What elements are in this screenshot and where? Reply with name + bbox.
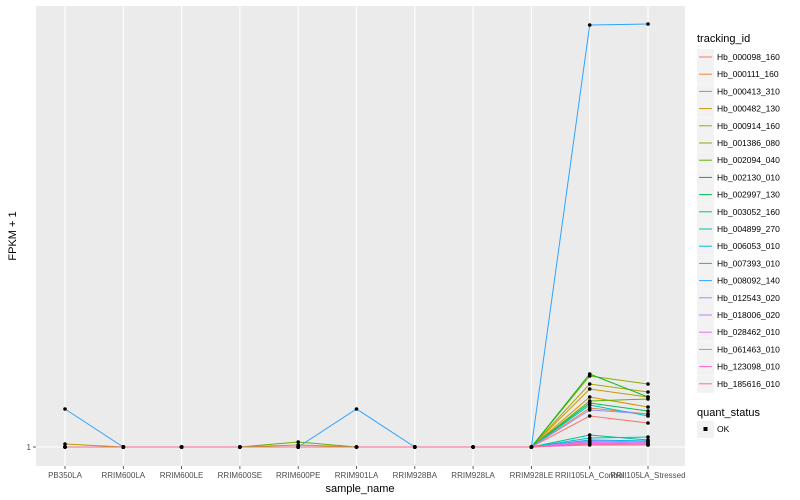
x-tick-label: RRIM600LA — [102, 471, 146, 480]
legend-item-label: Hb_000413_310 — [717, 86, 780, 96]
data-point — [587, 403, 592, 407]
data-point — [354, 445, 359, 449]
status-legend-items: OK — [697, 421, 730, 438]
x-tick-label: RRIM928BA — [393, 471, 438, 480]
legend-items: Hb_000098_160 Hb_000111_160 Hb_000413_310 H… — [697, 49, 780, 393]
data-point — [587, 408, 592, 412]
x-tick-label: RRIM600LE — [160, 471, 204, 480]
legend-item-label: Hb_002094_040 — [717, 155, 780, 165]
x-tick-label: RRIM928LE — [510, 471, 554, 480]
data-point — [646, 409, 650, 413]
legend-item-label: Hb_061463_010 — [717, 344, 780, 354]
status-legend-marker — [703, 427, 708, 431]
data-point — [529, 445, 534, 449]
data-point — [63, 407, 67, 411]
data-point — [646, 22, 650, 26]
legend-item-label: Hb_000482_130 — [717, 104, 780, 114]
x-tick-label: PB350LA — [48, 471, 82, 480]
legend-item-label: Hb_002130_010 — [717, 172, 780, 182]
data-point — [587, 23, 592, 27]
status-legend-label: OK — [717, 424, 730, 434]
y-axis-title: FPKM + 1 — [7, 211, 19, 260]
data-point — [179, 445, 184, 449]
data-point — [296, 440, 301, 444]
legend-item-label: Hb_000914_160 — [717, 121, 780, 131]
legend-item-label: Hb_123098_010 — [717, 362, 780, 372]
legend-title: tracking_id — [697, 33, 750, 45]
data-point — [413, 445, 417, 449]
data-point — [646, 435, 650, 439]
y-axis-ticks: 1 — [27, 443, 36, 452]
legend-item-label: Hb_004899_270 — [717, 224, 780, 234]
data-point — [471, 445, 475, 449]
x-tick-label: RRIM600PE — [276, 471, 320, 480]
data-point — [587, 372, 592, 376]
legend-item-label: Hb_028462_010 — [717, 327, 780, 337]
data-point — [63, 445, 67, 449]
legend-item-label: Hb_007393_010 — [717, 258, 780, 268]
data-point — [646, 421, 650, 425]
x-tick-label: RRIM600SE — [218, 471, 262, 480]
data-point — [646, 395, 650, 399]
x-axis-ticks: PB350LA RRIM600LA RRIM600LE RRIM600SE RRIM60… — [48, 466, 686, 480]
data-point — [646, 390, 650, 394]
data-point — [646, 382, 650, 386]
x-axis-title: sample_name — [325, 483, 394, 495]
legend-item-label: Hb_003052_160 — [717, 207, 780, 217]
data-point — [587, 395, 592, 399]
x-tick-label: RRII105LA_Control — [555, 471, 625, 480]
data-point — [238, 445, 242, 449]
legend-item-label: Hb_008092_140 — [717, 276, 780, 286]
data-point — [296, 445, 301, 449]
data-point — [646, 412, 650, 416]
plot-panel — [36, 6, 685, 466]
data-point — [587, 382, 592, 386]
data-point — [587, 442, 592, 446]
data-point — [121, 445, 126, 449]
legend-item-label: Hb_000111_160 — [717, 69, 779, 79]
legend-item-label: Hb_000098_160 — [717, 52, 780, 62]
data-point — [354, 407, 359, 411]
x-tick-label: RRII105LA_Stressed — [610, 471, 685, 480]
legend-item-label: Hb_012543_020 — [717, 293, 780, 303]
data-point — [587, 414, 592, 418]
x-tick-label: RRIM901LA — [335, 471, 379, 480]
legend: tracking_id Hb_000098_160Hb_000111_160Hb… — [697, 33, 780, 438]
data-points — [63, 22, 650, 449]
data-point — [646, 405, 650, 409]
x-tick-label: RRIM928LA — [451, 471, 495, 480]
data-point — [587, 433, 592, 437]
status-legend-title: quant_status — [697, 407, 760, 419]
y-tick-label: 1 — [27, 443, 32, 452]
legend-item-label: Hb_001386_080 — [717, 138, 780, 148]
data-point — [63, 442, 67, 446]
data-point — [587, 387, 592, 391]
legend-item-label: Hb_002997_130 — [717, 190, 780, 200]
data-point — [646, 443, 650, 447]
legend-item-label: Hb_018006_020 — [717, 310, 780, 320]
legend-item-label: Hb_006053_010 — [717, 241, 780, 251]
legend-item-label: Hb_185616_010 — [717, 379, 780, 389]
